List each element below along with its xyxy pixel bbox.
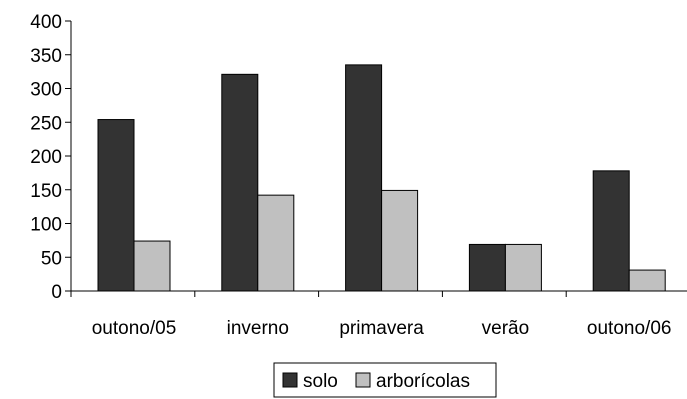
bar-solo-1 <box>221 73 259 292</box>
y-tick-label-150: 150 <box>30 181 62 202</box>
legend-swatch-arboricolas <box>355 372 371 388</box>
axes-layer: 0 50 100 150 200 250 300 350 400 outono/05 inverno… <box>30 12 687 339</box>
bar-arboricolas-4 <box>628 269 666 292</box>
bar-solo-0 <box>97 119 135 292</box>
x-tick-label-3: verão <box>482 318 530 339</box>
y-tick-label-400: 400 <box>30 12 62 33</box>
x-tick-label-0: outono/05 <box>92 318 177 339</box>
y-tick-label-350: 350 <box>30 46 62 67</box>
y-tick-label-50: 50 <box>41 248 62 269</box>
legend-label-arboricolas: arborícolas <box>376 371 470 392</box>
legend-box <box>273 362 497 398</box>
bar-solo-3 <box>468 243 506 292</box>
y-tick-label-250: 250 <box>30 113 62 134</box>
bar-solo-2 <box>345 64 383 292</box>
y-tick-label-200: 200 <box>30 147 62 168</box>
x-tick-label-1: inverno <box>227 318 289 339</box>
bar-arboricolas-2 <box>381 189 419 292</box>
legend-swatch-solo <box>282 372 298 388</box>
bar-arboricolas-3 <box>504 243 542 292</box>
bar-solo-4 <box>592 170 630 292</box>
legend: solo arborícolas <box>273 362 497 398</box>
bar-arboricolas-1 <box>257 194 295 292</box>
x-tick-label-4: outono/06 <box>587 318 672 339</box>
x-tick-label-2: primavera <box>339 318 424 339</box>
y-tick-label-100: 100 <box>30 215 62 236</box>
legend-label-solo: solo <box>303 371 338 392</box>
y-tick-label-300: 300 <box>30 80 62 101</box>
y-tick-label-0: 0 <box>51 282 62 303</box>
bars-layer <box>97 64 666 292</box>
bar-arboricolas-0 <box>133 240 171 292</box>
